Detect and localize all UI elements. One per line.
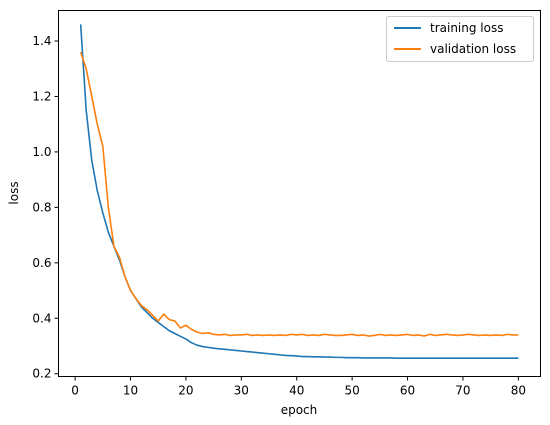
plot-lines bbox=[79, 24, 519, 360]
legend-label-training: training loss bbox=[430, 21, 503, 35]
x-tick-label: 30 bbox=[234, 384, 249, 398]
y-tick-label: 0.4 bbox=[32, 311, 51, 325]
x-tick-label: 20 bbox=[178, 384, 193, 398]
y-tick-label: 0.8 bbox=[32, 200, 51, 214]
x-tick-label: 0 bbox=[71, 384, 79, 398]
y-axis-label: loss bbox=[7, 181, 21, 204]
validation-loss-line bbox=[79, 51, 519, 337]
x-tick-label: 80 bbox=[511, 384, 526, 398]
x-tick-label: 70 bbox=[455, 384, 470, 398]
legend-label-validation: validation loss bbox=[430, 42, 516, 56]
x-axis: 0 10 20 30 40 50 60 70 80 bbox=[71, 376, 526, 398]
x-tick-label: 60 bbox=[400, 384, 415, 398]
legend: training loss validation loss bbox=[386, 16, 534, 62]
legend-box bbox=[386, 16, 534, 62]
y-axis: 0.2 0.4 0.6 0.8 1.0 1.2 1.4 bbox=[32, 34, 59, 381]
training-loss-line bbox=[79, 24, 519, 360]
y-tick-label: 1.0 bbox=[32, 145, 51, 159]
x-tick-label: 40 bbox=[289, 384, 304, 398]
y-tick-label: 1.4 bbox=[32, 34, 51, 48]
x-tick-label: 10 bbox=[123, 384, 138, 398]
y-tick-label: 1.2 bbox=[32, 89, 51, 103]
x-axis-label: epoch bbox=[281, 403, 318, 417]
y-tick-label: 0.6 bbox=[32, 256, 51, 270]
y-tick-label: 0.2 bbox=[32, 367, 51, 381]
x-tick-label: 50 bbox=[344, 384, 359, 398]
plot-frame bbox=[58, 10, 541, 377]
